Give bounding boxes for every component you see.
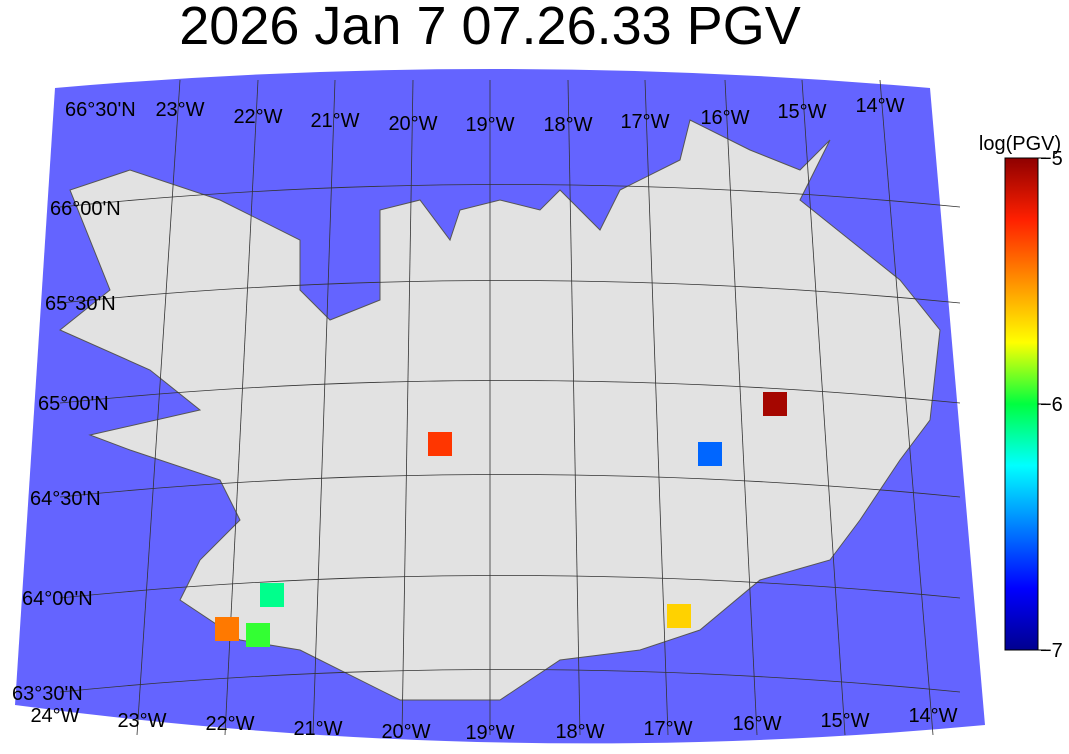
parallel	[59, 669, 961, 693]
bottom-label: 16°W	[732, 713, 781, 735]
meridian	[724, 79, 758, 736]
title: 2026 Jan 7 07.26.33 PGV	[179, 0, 800, 56]
bottom-label: 24°W	[30, 705, 79, 727]
top-label: 18°W	[543, 114, 592, 136]
meridian	[644, 79, 669, 736]
bottom-label: 15°W	[820, 710, 869, 732]
meridian	[879, 79, 934, 736]
colorbar-tick-label: −7	[1040, 640, 1063, 662]
lat-label: 64°30'N	[30, 488, 101, 510]
colorbar-label: log(PGV)	[979, 133, 1061, 155]
top-label: 66°30'N	[65, 99, 136, 121]
parallel	[59, 280, 961, 304]
bottom-label: 22°W	[205, 713, 254, 735]
top-label: 17°W	[620, 111, 669, 133]
bottom-label: 20°W	[381, 721, 430, 743]
meridian	[136, 79, 181, 736]
parallel	[59, 380, 961, 404]
top-label: 15°W	[777, 101, 826, 123]
parallel	[59, 474, 961, 498]
bottom-label: 23°W	[117, 710, 166, 732]
top-label: 21°W	[310, 110, 359, 132]
lat-label: 65°30'N	[45, 293, 116, 315]
meridian	[801, 79, 846, 736]
station	[215, 617, 239, 641]
bottom-label: 14°W	[908, 705, 957, 727]
colorbar-tick-label: −6	[1040, 394, 1063, 416]
colorbar	[1004, 157, 1039, 651]
iceland	[59, 119, 941, 701]
bottom-label: 21°W	[293, 718, 342, 740]
meridian	[401, 79, 414, 736]
meridian	[312, 79, 336, 736]
lat-label: 64°00'N	[22, 588, 93, 610]
station	[763, 392, 787, 416]
station	[698, 442, 722, 466]
top-label: 14°W	[855, 95, 904, 117]
lat-label: 65°00'N	[38, 393, 109, 415]
bottom-label: 18°W	[555, 721, 604, 743]
lat-label: 63°30'N	[12, 683, 83, 705]
colorbar-tick-label: −5	[1040, 148, 1063, 170]
lat-label: 66°00'N	[50, 198, 121, 220]
station	[667, 604, 691, 628]
graticule	[59, 79, 961, 736]
parallel	[59, 575, 961, 599]
top-label: 22°W	[233, 106, 282, 128]
meridian	[567, 79, 581, 736]
top-label: 20°W	[388, 113, 437, 135]
bottom-label: 17°W	[643, 718, 692, 740]
station	[246, 623, 270, 647]
top-label: 19°W	[465, 114, 514, 136]
parallel	[59, 184, 961, 208]
bottom-label: 19°W	[465, 722, 514, 744]
top-label: 16°W	[700, 107, 749, 129]
station	[260, 583, 284, 607]
top-label: 23°W	[155, 99, 204, 121]
station	[428, 432, 452, 456]
